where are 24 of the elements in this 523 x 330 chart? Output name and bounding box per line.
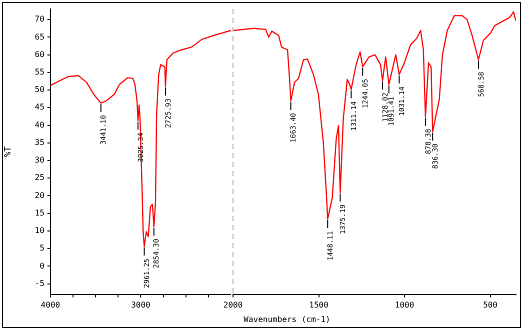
y-tick-label: 50 xyxy=(34,85,45,94)
y-tick-label: 70 xyxy=(34,14,45,24)
y-tick-label: 40 xyxy=(34,120,45,130)
x-tick-label: 3000 xyxy=(131,300,151,310)
y-tick-label: 20 xyxy=(34,190,45,200)
y-tick-label: 60 xyxy=(34,50,45,59)
x-tick-label: 500 xyxy=(483,300,498,310)
y-tick-label: 10 xyxy=(34,226,45,236)
y-tick-label: 25 xyxy=(34,173,45,182)
y-tick-label: 55 xyxy=(34,68,45,76)
y-tick-label: 45 xyxy=(34,102,45,112)
y-axis-title: %T xyxy=(4,146,14,158)
y-tick-label: 35 xyxy=(34,138,45,147)
x-tick-label: 1500 xyxy=(309,300,329,310)
x-tick-label: 2000 xyxy=(223,300,243,310)
y-tick-label: 5 xyxy=(40,244,45,253)
x-axis-title: Wavenumbers (cm-1) xyxy=(242,315,332,324)
x-tick-label: 4000 xyxy=(40,300,60,310)
y-tick-label: 30 xyxy=(34,156,45,165)
y-tick-label: -5 xyxy=(34,278,45,288)
y-tick-label: 65 xyxy=(34,32,45,42)
y-tick-label: 15 xyxy=(34,208,45,218)
y-tick-label: 0 xyxy=(40,261,45,270)
x-tick-label: 1000 xyxy=(394,300,414,310)
